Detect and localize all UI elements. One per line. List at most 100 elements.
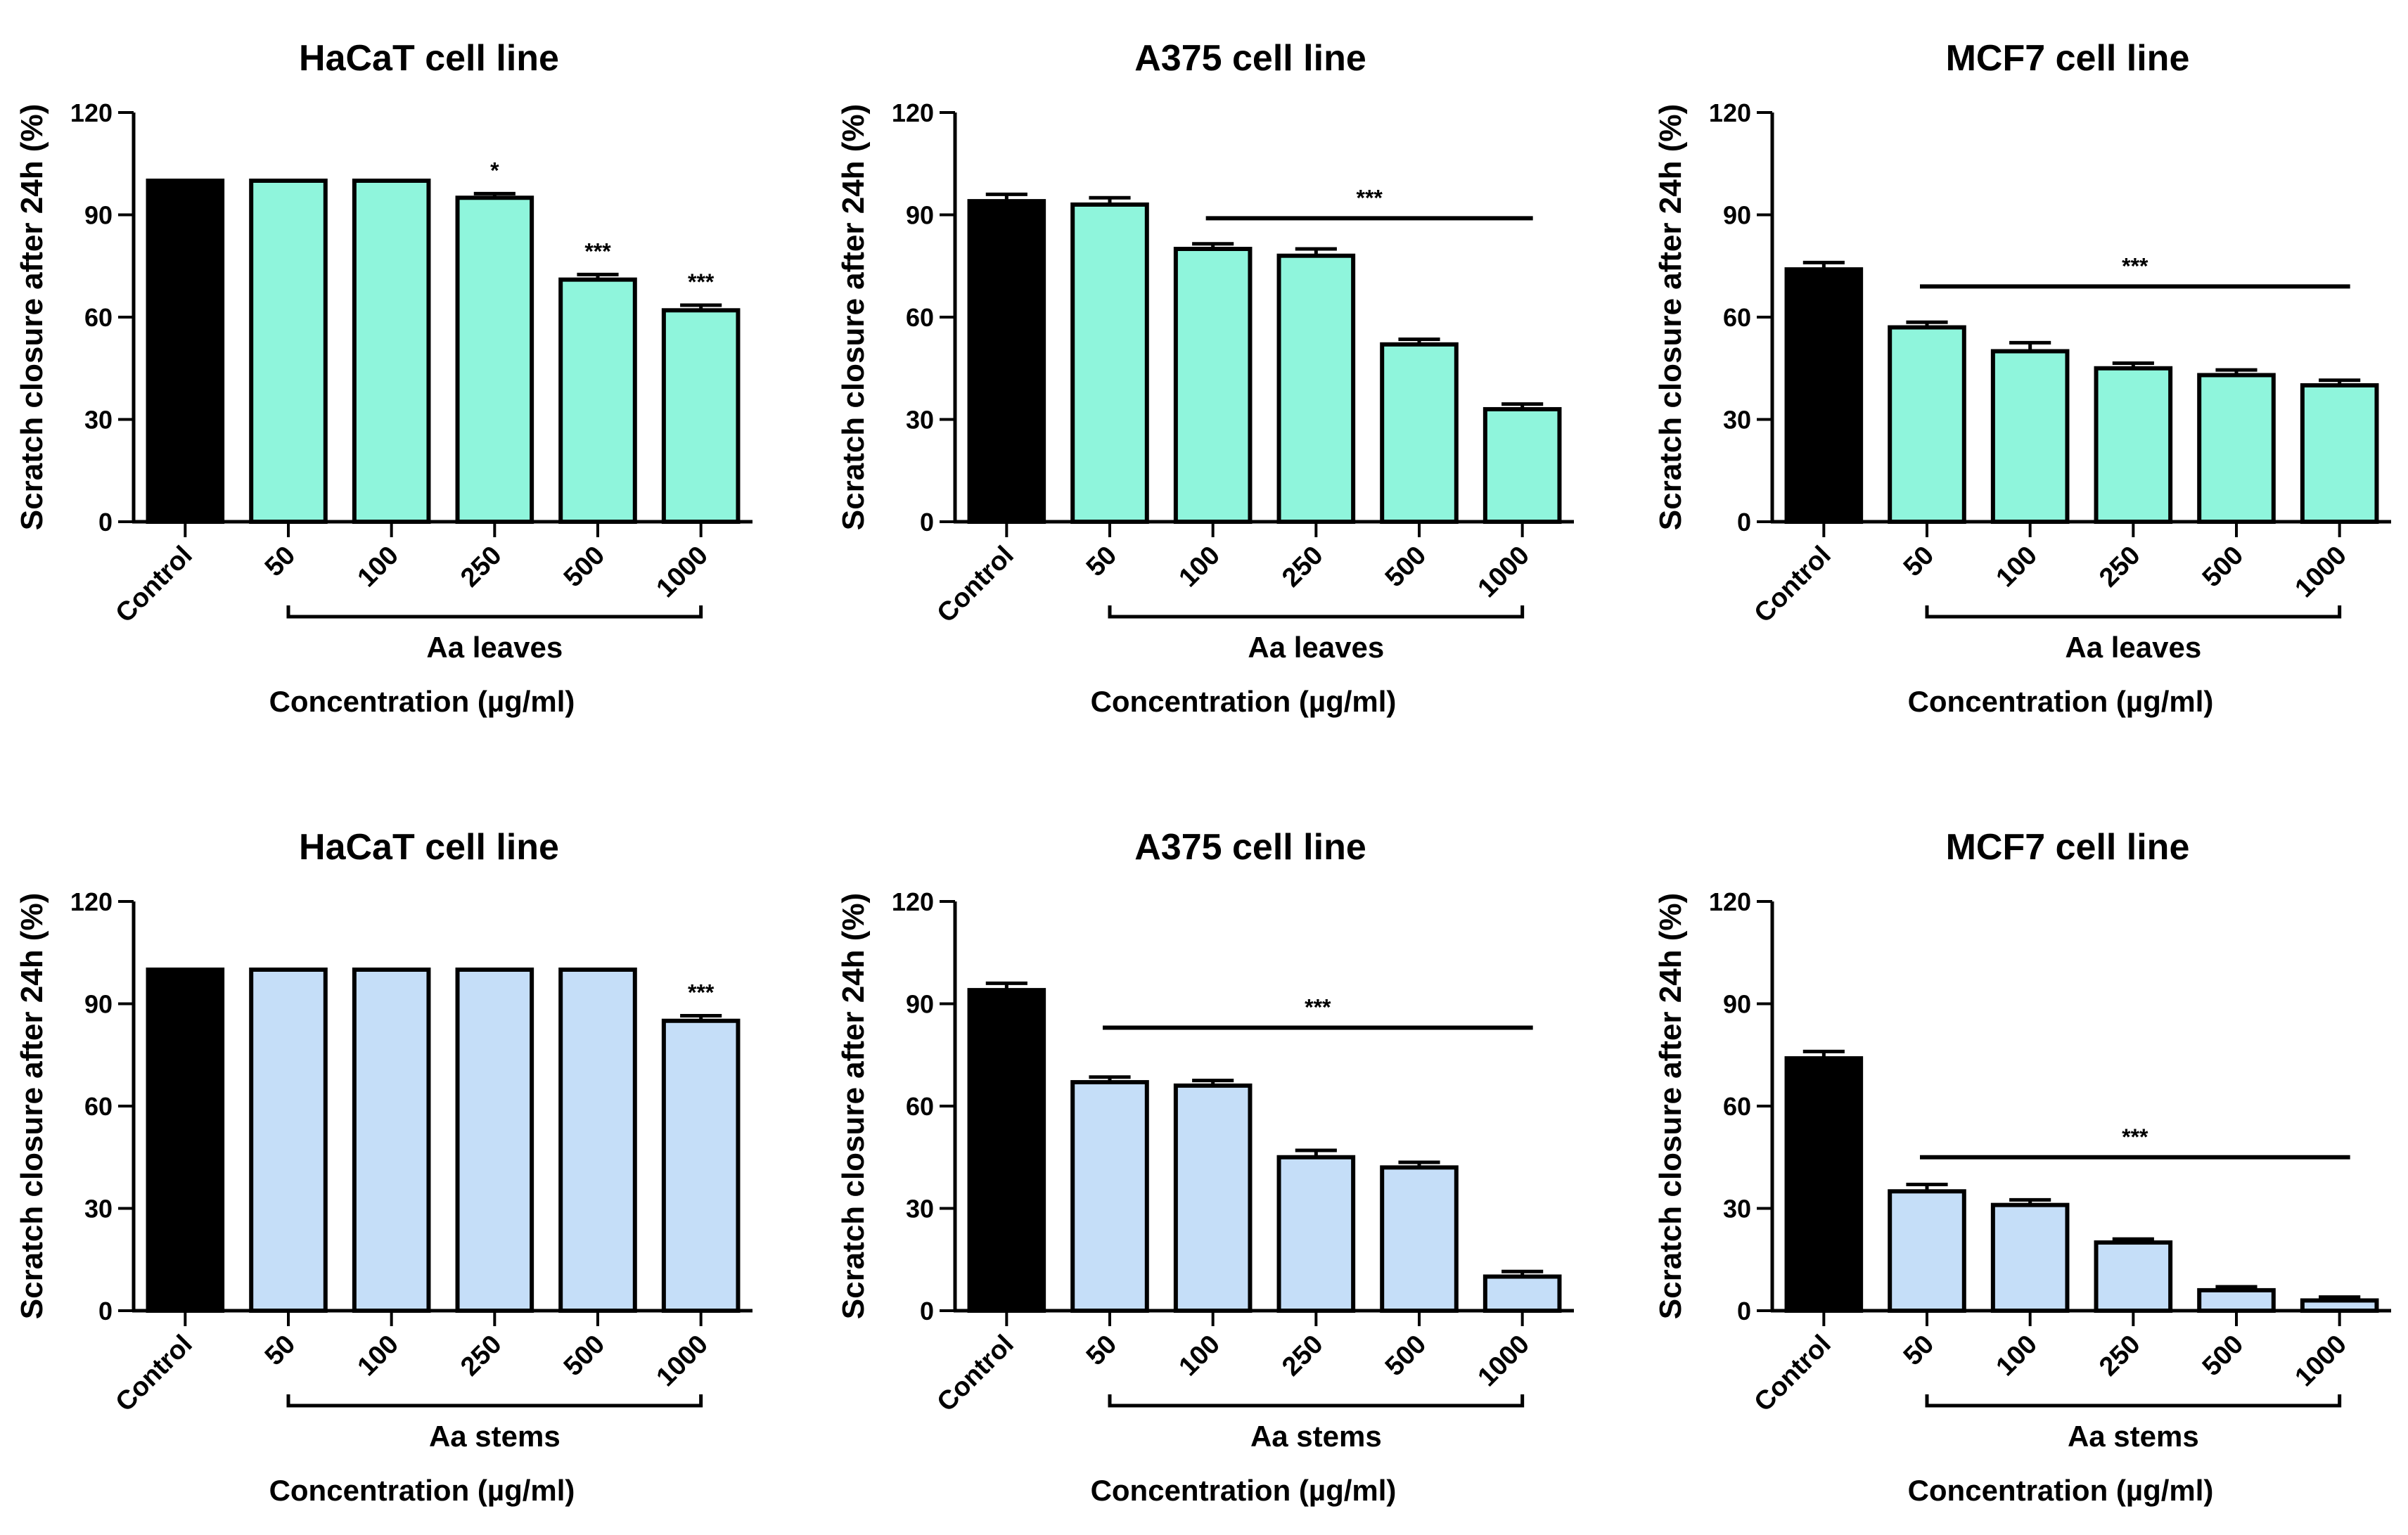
x-axis-title: Concentration (µg/ml) bbox=[1908, 1474, 2214, 1507]
x-tick-label: 1000 bbox=[651, 1330, 714, 1392]
y-tick-label: 90 bbox=[906, 201, 934, 230]
y-tick-label: 90 bbox=[84, 990, 113, 1019]
bar-100 bbox=[1173, 247, 1253, 524]
group-label: Aa stems bbox=[2068, 1420, 2199, 1453]
y-tick-label: 120 bbox=[892, 887, 934, 916]
x-tick-label: 250 bbox=[455, 541, 508, 593]
y-tick-label: 30 bbox=[906, 1195, 934, 1223]
significance-marker: * bbox=[490, 158, 499, 183]
significance-marker: *** bbox=[688, 269, 715, 295]
group-label: Aa leaves bbox=[426, 631, 563, 664]
y-tick-label: 0 bbox=[920, 1297, 934, 1325]
y-tick-label: 30 bbox=[1723, 406, 1751, 435]
bar-500 bbox=[558, 277, 637, 524]
bar-control bbox=[967, 988, 1046, 1313]
chart-title: A375 cell line bbox=[1134, 827, 1366, 868]
bar-250 bbox=[2094, 366, 2173, 524]
chart-panel-6: MCF7 cell line Scratch closure after 24h … bbox=[1653, 827, 2391, 1507]
y-tick-label: 120 bbox=[70, 98, 113, 127]
bar-control bbox=[146, 968, 225, 1313]
group-bracket bbox=[1925, 605, 2342, 619]
chart-panel-1: HaCaT cell line Scratch closure after 24h… bbox=[15, 38, 752, 718]
y-tick-label: 60 bbox=[84, 303, 113, 332]
chart-panel-4: HaCaT cell line Scratch closure after 24h… bbox=[15, 827, 752, 1507]
chart-title: MCF7 cell line bbox=[1946, 38, 2190, 79]
x-tick-label: 500 bbox=[2197, 1330, 2250, 1382]
y-axis-label: Scratch closure after 24h (%) bbox=[15, 104, 49, 530]
x-axis-title: Concentration (µg/ml) bbox=[1908, 685, 2214, 718]
bar-50 bbox=[249, 179, 328, 524]
x-tick-label: 500 bbox=[2197, 541, 2250, 593]
y-tick-label: 90 bbox=[84, 201, 113, 230]
y-tick-label: 90 bbox=[1723, 990, 1751, 1019]
bar-100 bbox=[1173, 1083, 1253, 1314]
group-label: Aa leaves bbox=[2065, 631, 2201, 664]
x-tick-label: 250 bbox=[1276, 1330, 1329, 1382]
y-tick-label: 60 bbox=[1723, 1092, 1751, 1121]
y-axis-label: Scratch closure after 24h (%) bbox=[15, 893, 49, 1319]
bar-250 bbox=[1276, 1155, 1356, 1313]
bar-100 bbox=[352, 179, 431, 524]
bar-1000 bbox=[661, 308, 741, 524]
bar-50 bbox=[1888, 325, 1966, 524]
y-tick-label: 0 bbox=[98, 1297, 113, 1325]
bar-500 bbox=[558, 968, 637, 1313]
y-axis-label: Scratch closure after 24h (%) bbox=[1653, 104, 1688, 530]
x-tick-label: 100 bbox=[1990, 1330, 2043, 1382]
x-tick-label: 100 bbox=[352, 1330, 404, 1382]
significance-marker: *** bbox=[688, 980, 715, 1005]
x-tick-label: 100 bbox=[352, 541, 404, 593]
bar-100 bbox=[352, 968, 431, 1313]
x-tick-label: 500 bbox=[558, 1330, 611, 1382]
x-axis-title: Concentration (µg/ml) bbox=[269, 685, 575, 718]
bar-1000 bbox=[1482, 1274, 1562, 1313]
bar-50 bbox=[1888, 1189, 1966, 1313]
x-tick-label: 250 bbox=[2094, 541, 2146, 593]
bar-250 bbox=[2094, 1240, 2173, 1313]
y-tick-label: 120 bbox=[70, 887, 113, 916]
y-tick-label: 30 bbox=[906, 406, 934, 435]
bar-250 bbox=[1276, 253, 1356, 524]
bar-250 bbox=[455, 195, 534, 524]
x-tick-label: Control bbox=[110, 541, 198, 629]
x-tick-label: 50 bbox=[260, 541, 302, 583]
x-tick-label: Control bbox=[931, 1330, 1019, 1418]
x-tick-label: 50 bbox=[1081, 541, 1123, 583]
x-axis-title: Concentration (µg/ml) bbox=[1091, 1474, 1397, 1507]
significance-marker: *** bbox=[2122, 1124, 2148, 1150]
bar-50 bbox=[249, 968, 328, 1313]
chart-title: MCF7 cell line bbox=[1946, 827, 2190, 868]
group-label: Aa stems bbox=[1250, 1420, 1382, 1453]
y-axis-label: Scratch closure after 24h (%) bbox=[836, 104, 871, 530]
y-tick-label: 0 bbox=[1737, 1297, 1751, 1325]
group-label: Aa leaves bbox=[1248, 631, 1384, 664]
bar-control bbox=[1784, 1056, 1864, 1313]
x-tick-label: 1000 bbox=[2290, 541, 2352, 603]
y-axis-label: Scratch closure after 24h (%) bbox=[1653, 893, 1688, 1319]
bar-control bbox=[1784, 267, 1864, 524]
x-tick-label: 50 bbox=[1081, 1330, 1123, 1372]
bar-500 bbox=[2197, 373, 2276, 525]
group-bracket bbox=[1108, 605, 1525, 619]
significance-marker: *** bbox=[2122, 253, 2148, 278]
group-label: Aa stems bbox=[429, 1420, 561, 1453]
bar-500 bbox=[1380, 1165, 1459, 1314]
x-tick-label: 1000 bbox=[2290, 1330, 2352, 1392]
bar-250 bbox=[455, 968, 534, 1313]
bar-control bbox=[146, 179, 225, 524]
group-bracket bbox=[1108, 1394, 1525, 1408]
x-tick-label: Control bbox=[1748, 541, 1836, 629]
y-tick-label: 120 bbox=[892, 98, 934, 127]
x-tick-label: Control bbox=[1748, 1330, 1836, 1418]
significance-marker: *** bbox=[1356, 185, 1383, 210]
x-tick-label: 50 bbox=[1898, 1330, 1940, 1372]
y-tick-label: 120 bbox=[1709, 887, 1751, 916]
y-tick-label: 60 bbox=[906, 303, 934, 332]
y-tick-label: 90 bbox=[906, 990, 934, 1019]
x-tick-label: 50 bbox=[260, 1330, 302, 1372]
x-tick-label: 250 bbox=[455, 1330, 508, 1382]
y-tick-label: 60 bbox=[84, 1092, 113, 1121]
y-tick-label: 30 bbox=[84, 1195, 113, 1223]
significance-marker: *** bbox=[1305, 994, 1331, 1020]
bar-1000 bbox=[661, 1018, 741, 1313]
